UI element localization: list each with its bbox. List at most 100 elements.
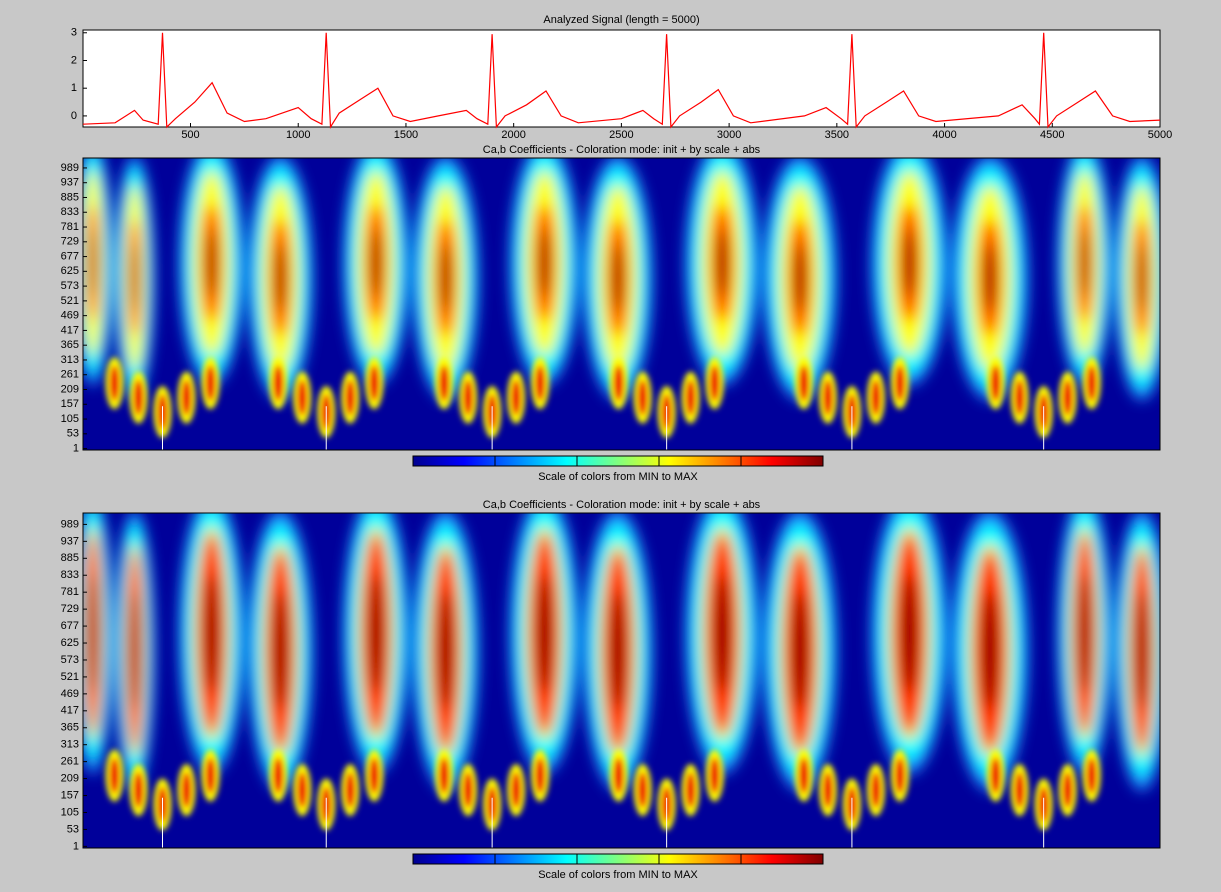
- coefficient-blob: [273, 365, 284, 402]
- coefficient-blob: [1138, 243, 1146, 313]
- x-tick-label: 4500: [1040, 129, 1064, 141]
- coefficient-blob: [610, 591, 626, 710]
- coefficient-blob: [511, 379, 522, 416]
- coefficient-blob: [1062, 379, 1073, 416]
- coefficient-blob: [133, 379, 144, 416]
- colorbar: [412, 853, 824, 865]
- coefficient-blob: [205, 365, 216, 402]
- y-tick-label: 573: [61, 280, 79, 292]
- coefficient-blob: [1062, 772, 1073, 809]
- coefficient-blob: [714, 574, 731, 693]
- coefficient-blob: [297, 379, 308, 416]
- coefficient-blob: [205, 757, 216, 794]
- x-tick-label: 1000: [286, 129, 310, 141]
- coefficient-blob: [439, 365, 450, 402]
- y-tick-label: 937: [61, 177, 79, 189]
- coefficient-blob: [369, 757, 380, 794]
- x-tick-label: 500: [181, 129, 199, 141]
- coefficient-blob: [990, 365, 1001, 402]
- coefficient-blob: [535, 365, 546, 402]
- y-tick-label: 417: [61, 705, 79, 717]
- y-tick-label: 261: [61, 756, 79, 768]
- coefficient-blob: [984, 243, 996, 313]
- coefficient-blob: [539, 228, 550, 298]
- coefficient-blob: [613, 757, 624, 794]
- coefficient-blob: [204, 574, 219, 693]
- coefficient-blob: [685, 772, 696, 809]
- colorbar-label: Scale of colors from MIN to MAX: [538, 869, 698, 881]
- heatmap-detail: [105, 357, 1101, 439]
- y-tick-label: 3: [71, 27, 77, 39]
- y-tick-label: 157: [61, 789, 79, 801]
- y-tick-label: 365: [61, 339, 79, 351]
- y-tick-label: 469: [61, 688, 79, 700]
- chart-title: Analyzed Signal (length = 5000): [543, 14, 699, 26]
- y-tick-label: 781: [61, 221, 79, 233]
- coefficient-blob: [709, 757, 720, 794]
- coefficient-blob: [822, 379, 833, 416]
- y-tick-label: 105: [61, 413, 79, 425]
- x-tick-label: 2000: [501, 129, 525, 141]
- coefficient-blob: [273, 757, 284, 794]
- coefficient-blob: [439, 757, 450, 794]
- coefficient-blob: [537, 574, 552, 693]
- y-tick-label: 937: [61, 535, 79, 547]
- coefficient-blob: [794, 243, 806, 313]
- y-tick-label: 677: [61, 620, 79, 632]
- y-tick-label: 417: [61, 324, 79, 336]
- coefficient-blob: [798, 365, 809, 402]
- heatmap-image: [83, 513, 1160, 848]
- coefficient-blob: [207, 228, 217, 298]
- coefficient-blob: [637, 772, 648, 809]
- x-tick-label: 5000: [1148, 129, 1172, 141]
- y-tick-label: 53: [67, 428, 79, 440]
- coefficient-blob: [1014, 379, 1025, 416]
- y-tick-label: 0: [71, 110, 77, 122]
- coefficient-blob: [88, 574, 98, 693]
- coefficient-blob: [273, 591, 288, 710]
- coefficient-blob: [612, 243, 623, 313]
- y-tick-label: 989: [61, 162, 79, 174]
- y-tick-label: 365: [61, 722, 79, 734]
- coefficient-blob: [463, 772, 474, 809]
- coefficient-blob: [792, 591, 808, 710]
- coefficient-blob: [181, 379, 192, 416]
- coefficient-blob: [371, 228, 381, 298]
- y-tick-label: 833: [61, 206, 79, 218]
- coefficient-blob: [901, 574, 918, 693]
- y-tick-label: 209: [61, 772, 79, 784]
- coefficient-blob: [1080, 228, 1089, 298]
- y-tick-label: 677: [61, 250, 79, 262]
- coefficient-blob: [275, 243, 285, 313]
- coefficient-blob: [345, 772, 356, 809]
- coefficient-blob: [1086, 365, 1097, 402]
- x-tick-label: 3000: [717, 129, 741, 141]
- y-tick-label: 521: [61, 295, 79, 307]
- heatmap-detail: [105, 749, 1101, 831]
- y-tick-label: 885: [61, 191, 79, 203]
- coefficient-blob: [870, 772, 881, 809]
- coefficient-blob: [904, 228, 915, 298]
- y-tick-label: 261: [61, 369, 79, 381]
- coefficient-blob: [1078, 574, 1091, 693]
- y-tick-label: 469: [61, 310, 79, 322]
- x-tick-label: 2500: [609, 129, 633, 141]
- coefficient-blob: [685, 379, 696, 416]
- coefficient-blob: [369, 574, 383, 693]
- coefficient-blob: [717, 228, 728, 298]
- y-tick-label: 521: [61, 671, 79, 683]
- coefficient-blob: [981, 591, 999, 710]
- y-tick-label: 729: [61, 236, 79, 248]
- y-tick-label: 833: [61, 569, 79, 581]
- coefficient-blob: [463, 379, 474, 416]
- y-tick-label: 625: [61, 265, 79, 277]
- y-tick-label: 157: [61, 398, 79, 410]
- y-tick-label: 781: [61, 586, 79, 598]
- y-tick-label: 313: [61, 354, 79, 366]
- coefficient-blob: [990, 757, 1001, 794]
- coefficient-blob: [438, 591, 453, 710]
- coefficient-blob: [90, 228, 96, 298]
- plot-area: [82, 29, 1161, 128]
- coefficient-blob: [613, 365, 624, 402]
